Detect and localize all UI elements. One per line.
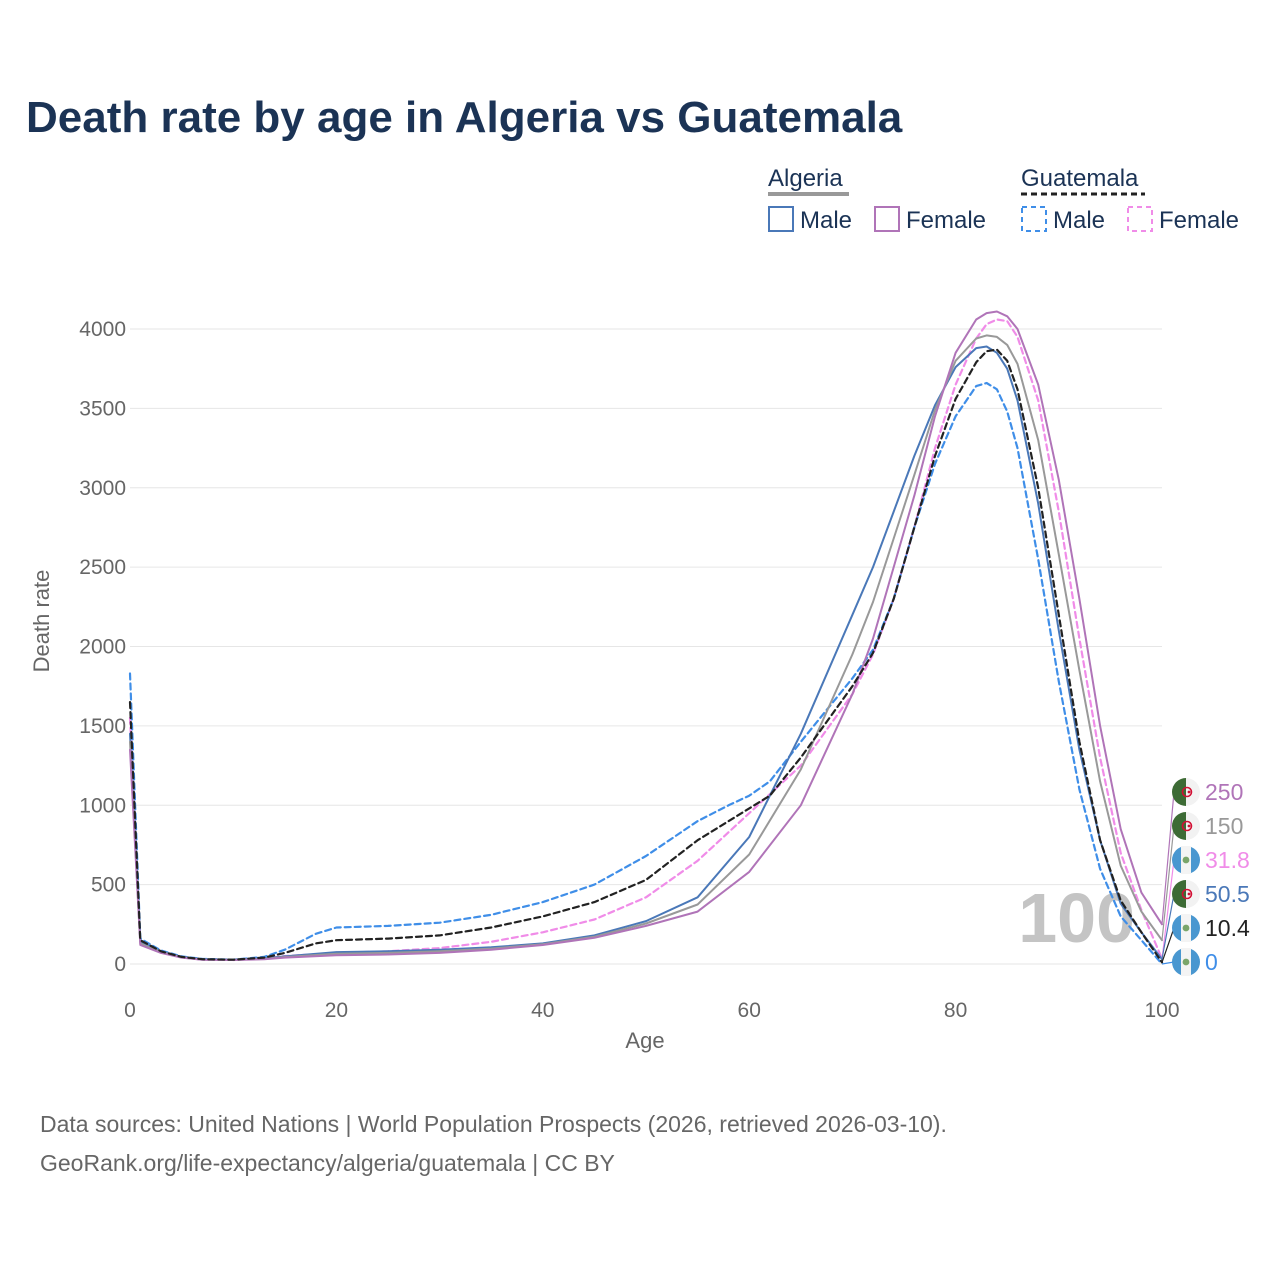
series-line-guatemala-male[interactable] — [128, 381, 1164, 966]
algeria-flag-icon — [1172, 778, 1200, 806]
y-tick-label: 3000 — [79, 477, 126, 500]
x-tick-label: 80 — [944, 999, 967, 1022]
legend-algeria-male[interactable]: Male — [768, 206, 852, 234]
y-tick-label: 500 — [91, 874, 126, 897]
legend-guatemala-female[interactable]: Female — [1127, 206, 1239, 234]
algeria-flag-icon — [1172, 880, 1200, 908]
guatemala-flag-icon — [1172, 846, 1200, 874]
series-line-algeria-male[interactable] — [129, 345, 1163, 961]
end-label-value: 0 — [1205, 949, 1218, 975]
series-line-algeria-female[interactable] — [129, 310, 1163, 961]
x-axis-ticks: 0 20 40 60 80 100 — [124, 999, 1179, 1022]
legend-guatemala-female-swatch — [1127, 206, 1153, 232]
end-label-value: 50.5 — [1205, 881, 1250, 907]
legend-algeria[interactable]: Algeria — [768, 165, 849, 196]
legend-algeria-female[interactable]: Female — [874, 206, 986, 234]
chart-title: Death rate by age in Algeria vs Guatemal… — [26, 93, 903, 142]
source-line-2[interactable]: GeoRank.org/life-expectancy/algeria/guat… — [40, 1150, 615, 1176]
legend-guatemala-male-label: Male — [1053, 207, 1105, 234]
y-tick-label: 0 — [114, 953, 126, 976]
x-tick-label: 60 — [738, 999, 761, 1022]
x-axis-label: Age — [625, 1028, 664, 1053]
end-label-value: 250 — [1205, 779, 1243, 805]
y-axis-ticks: 0 500 1000 1500 2000 2500 3000 3500 4000 — [79, 318, 126, 976]
x-tick-label: 20 — [325, 999, 348, 1022]
series-line-guatemala-female[interactable] — [128, 318, 1164, 962]
legend-guatemala[interactable]: Guatemala — [1021, 165, 1145, 196]
y-axis-label: Death rate — [29, 570, 54, 673]
x-tick-label: 0 — [124, 999, 136, 1022]
x-tick-label: 40 — [531, 999, 554, 1022]
source-line-1: Data sources: United Nations | World Pop… — [40, 1111, 947, 1137]
y-tick-label: 4000 — [79, 318, 126, 341]
legend: Algeria Guatemala Male Female Male Femal… — [768, 165, 1239, 234]
y-tick-label: 2500 — [79, 556, 126, 579]
legend-algeria-male-swatch — [768, 206, 794, 232]
y-tick-label: 1000 — [79, 794, 126, 817]
grid — [130, 328, 1162, 965]
series-layer — [128, 310, 1164, 966]
legend-guatemala-female-label: Female — [1159, 207, 1239, 234]
series-line-guatemala-total[interactable] — [128, 348, 1164, 964]
y-tick-label: 3500 — [79, 397, 126, 420]
end-label-value: 10.4 — [1205, 915, 1250, 941]
end-labels: 250 150 31.8 50.5 10.4 0 — [1161, 778, 1250, 976]
legend-guatemala-male-swatch — [1021, 206, 1047, 232]
x-tick-label: 100 — [1144, 999, 1179, 1022]
legend-algeria-male-label: Male — [800, 207, 852, 234]
legend-algeria-female-label: Female — [906, 207, 986, 234]
legend-algeria-female-swatch — [874, 206, 900, 232]
y-tick-label: 1500 — [79, 715, 126, 738]
guatemala-flag-icon — [1172, 948, 1200, 976]
end-label-value: 150 — [1205, 813, 1243, 839]
series-line-algeria-total[interactable] — [129, 334, 1163, 961]
algeria-flag-icon — [1172, 812, 1200, 840]
legend-guatemala-male[interactable]: Male — [1021, 206, 1105, 234]
end-label-value: 31.8 — [1205, 847, 1250, 873]
end-label-connector — [1161, 825, 1175, 941]
legend-algeria-heading: Algeria — [768, 165, 843, 192]
year-watermark: 100 — [1018, 879, 1135, 957]
legend-guatemala-heading: Guatemala — [1021, 165, 1139, 192]
y-tick-label: 2000 — [79, 636, 126, 659]
guatemala-flag-icon — [1172, 914, 1200, 942]
